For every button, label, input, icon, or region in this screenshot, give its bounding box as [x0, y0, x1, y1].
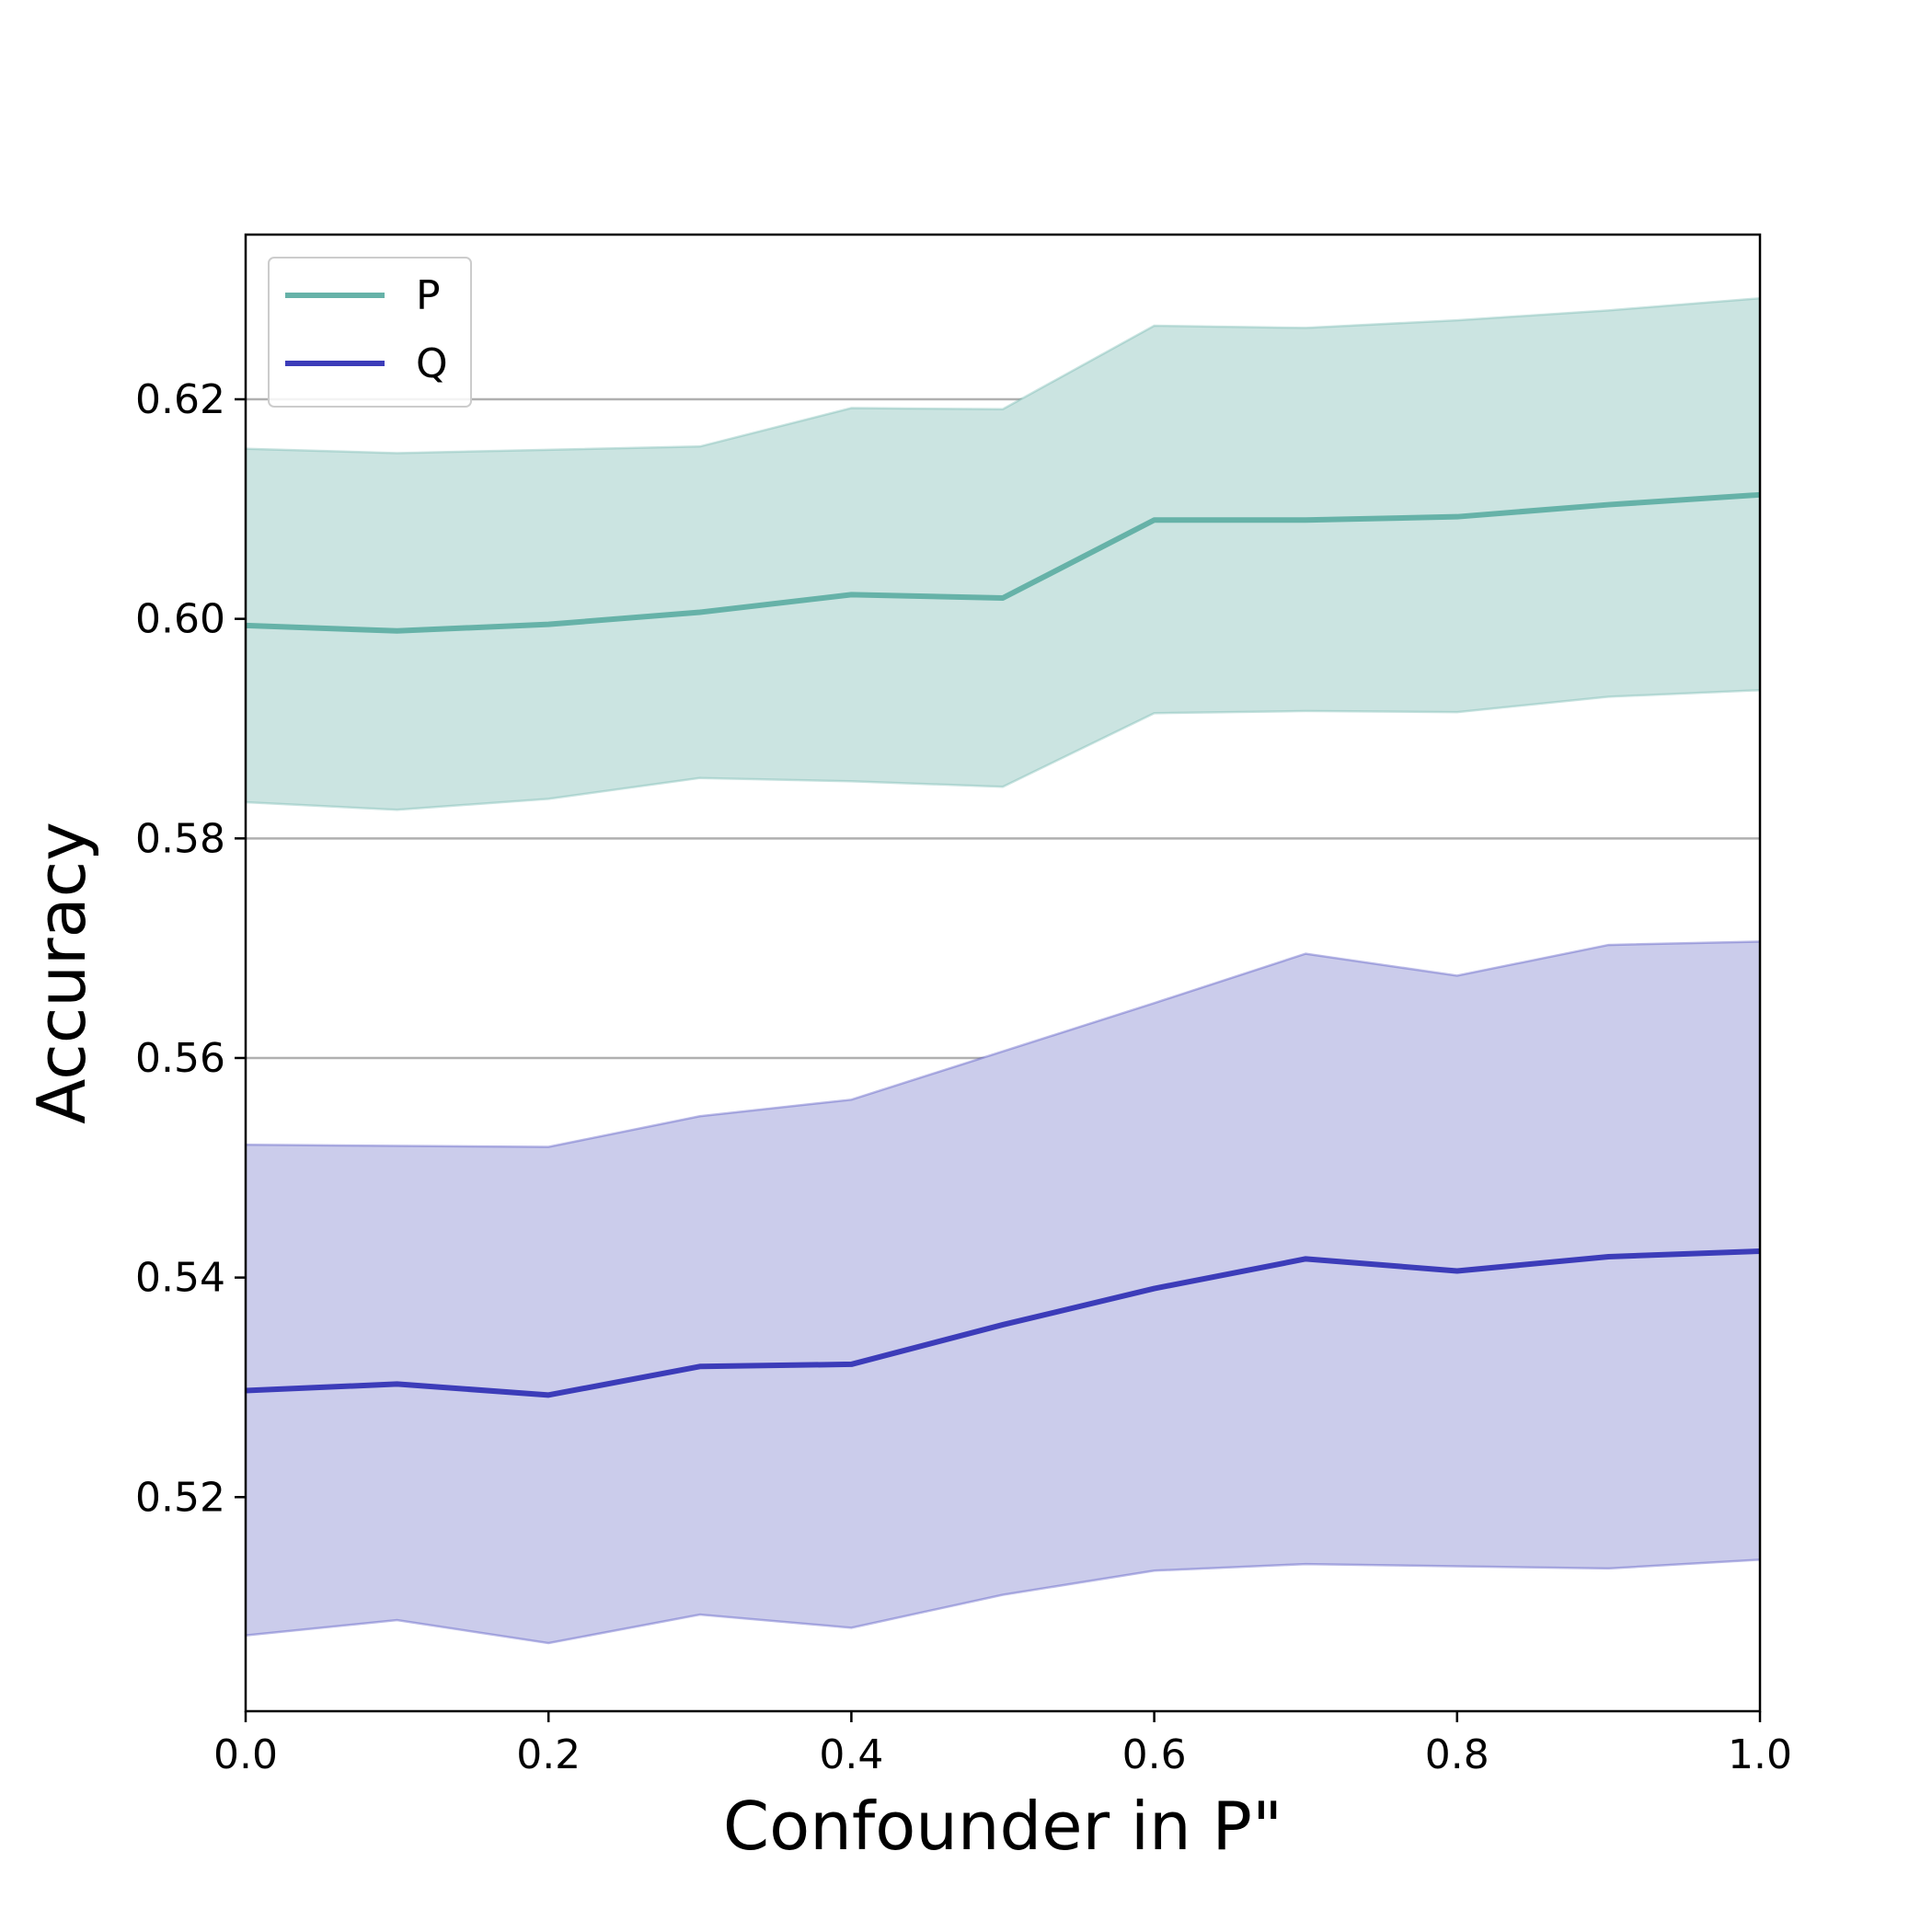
y-tick-label: 0.52 [135, 1474, 225, 1521]
x-tick-label: 0.0 [213, 1731, 278, 1778]
y-tick-label: 0.62 [135, 376, 225, 423]
confidence-bands [245, 296, 1761, 1645]
band-lower-p [245, 688, 1761, 811]
line-q [245, 1248, 1761, 1398]
legend: P Q [268, 257, 472, 408]
x-axis-ticks: 0.0 0.2 0.4 0.6 0.8 1.0 [213, 1711, 1792, 1778]
band-lower-q [245, 1558, 1761, 1645]
x-tick-label: 0.2 [516, 1731, 581, 1778]
y-axis-label: Accuracy [23, 822, 100, 1124]
legend-label-p: P [416, 272, 441, 319]
band-q [246, 941, 1760, 1644]
band-upper-p [245, 296, 1761, 454]
y-tick-label: 0.58 [135, 815, 225, 862]
x-tick-label: 0.8 [1425, 1731, 1489, 1778]
band-upper-q [245, 940, 1761, 1148]
line-p [245, 491, 1761, 634]
y-tick-label: 0.56 [135, 1035, 225, 1082]
legend-label-q: Q [416, 340, 448, 387]
y-tick-label: 0.54 [135, 1255, 225, 1302]
y-tick-label: 0.60 [135, 596, 225, 643]
band-p [246, 298, 1760, 811]
x-tick-label: 0.6 [1122, 1731, 1187, 1778]
x-tick-label: 0.4 [819, 1731, 883, 1778]
y-axis-ticks: 0.52 0.54 0.56 0.58 0.60 0.62 [135, 376, 246, 1521]
plot-frame [244, 233, 1762, 1713]
x-axis-label: Confounder in P" [723, 1788, 1282, 1865]
x-tick-label: 1.0 [1728, 1731, 1792, 1778]
series-lines [245, 491, 1761, 1398]
